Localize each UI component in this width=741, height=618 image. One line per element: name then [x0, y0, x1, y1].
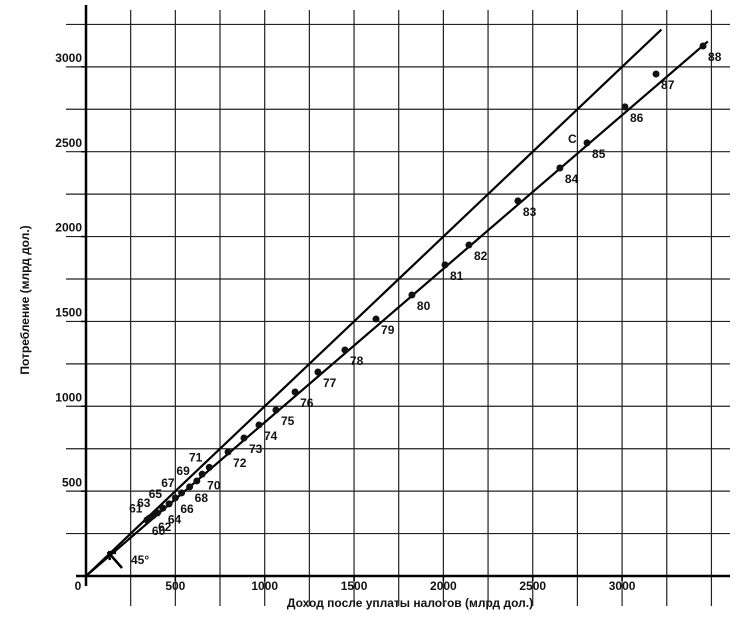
point: [341, 346, 349, 354]
point: [408, 291, 416, 299]
point: [465, 241, 473, 249]
point-label: 88: [708, 50, 722, 64]
x-axis-label: Доход после уплаты налогов (млрд дол.): [287, 596, 533, 610]
point-label: 71: [189, 451, 203, 465]
point-label: 77: [323, 376, 337, 390]
point: [583, 139, 591, 147]
point-label: 70: [207, 478, 221, 492]
point: [198, 470, 206, 478]
point-label: 83: [523, 205, 537, 219]
y-axis-label: Потребление (млрд дол.): [18, 225, 32, 374]
point: [621, 103, 629, 111]
point-label: 87: [661, 78, 675, 92]
reference-line-label: C: [568, 132, 577, 146]
point: [255, 421, 263, 429]
y-tick-label: 1500: [55, 306, 82, 320]
point-label: 79: [381, 323, 395, 337]
point: [556, 164, 564, 172]
x-tick-label: 500: [165, 579, 185, 593]
point: [205, 463, 213, 471]
point-label: 85: [592, 147, 606, 161]
x-tick-label: 1500: [341, 579, 368, 593]
point-label: 67: [161, 476, 175, 490]
point: [514, 197, 522, 205]
point: [153, 509, 161, 517]
y-tick-label: 3000: [55, 51, 82, 65]
point-label: 72: [233, 456, 247, 470]
point-label: 75: [281, 414, 295, 428]
point-label: 80: [417, 299, 431, 313]
x-tick-label: 0: [75, 579, 82, 593]
point: [372, 315, 380, 323]
point: [272, 406, 280, 414]
y-tick-label: 500: [62, 475, 82, 489]
point-label: 81: [450, 269, 464, 283]
y-tick-label: 1000: [55, 390, 82, 404]
point-label: 78: [350, 354, 364, 368]
point-label: 60: [152, 524, 166, 538]
angle-arrow: [106, 550, 123, 569]
reference-line: [85, 40, 709, 577]
point-label: 65: [149, 487, 163, 501]
point-label: 76: [300, 396, 314, 410]
point: [240, 434, 248, 442]
point: [193, 477, 201, 485]
x-tick-label: 2500: [519, 579, 546, 593]
point-label: 63: [137, 496, 151, 510]
point-label: 84: [565, 172, 579, 186]
x-tick-label: 1000: [251, 579, 278, 593]
reference-line: [85, 28, 663, 577]
x-tick-label: 2000: [430, 579, 457, 593]
point-label: 86: [630, 111, 644, 125]
point-label: 66: [180, 502, 194, 516]
point-label: 62: [158, 520, 172, 534]
point: [699, 42, 707, 50]
reference-line-label: 45°: [131, 553, 149, 567]
point: [224, 448, 232, 456]
point-label: 61: [129, 501, 143, 515]
y-tick-label: 2500: [55, 136, 82, 150]
point: [441, 261, 449, 269]
point: [291, 388, 299, 396]
point: [178, 489, 186, 497]
point: [314, 368, 322, 376]
point-label: 68: [195, 491, 209, 505]
y-tick-label: 2000: [55, 221, 82, 235]
point-label: 73: [249, 442, 263, 456]
point: [165, 500, 173, 508]
point-label: 82: [474, 249, 488, 263]
point: [171, 494, 179, 502]
point: [159, 504, 167, 512]
point: [652, 70, 660, 78]
x-tick-label: 3000: [609, 579, 636, 593]
point: [186, 483, 194, 491]
point-label: 69: [176, 464, 190, 478]
point-label: 74: [264, 429, 278, 443]
point-label: 64: [168, 512, 182, 526]
